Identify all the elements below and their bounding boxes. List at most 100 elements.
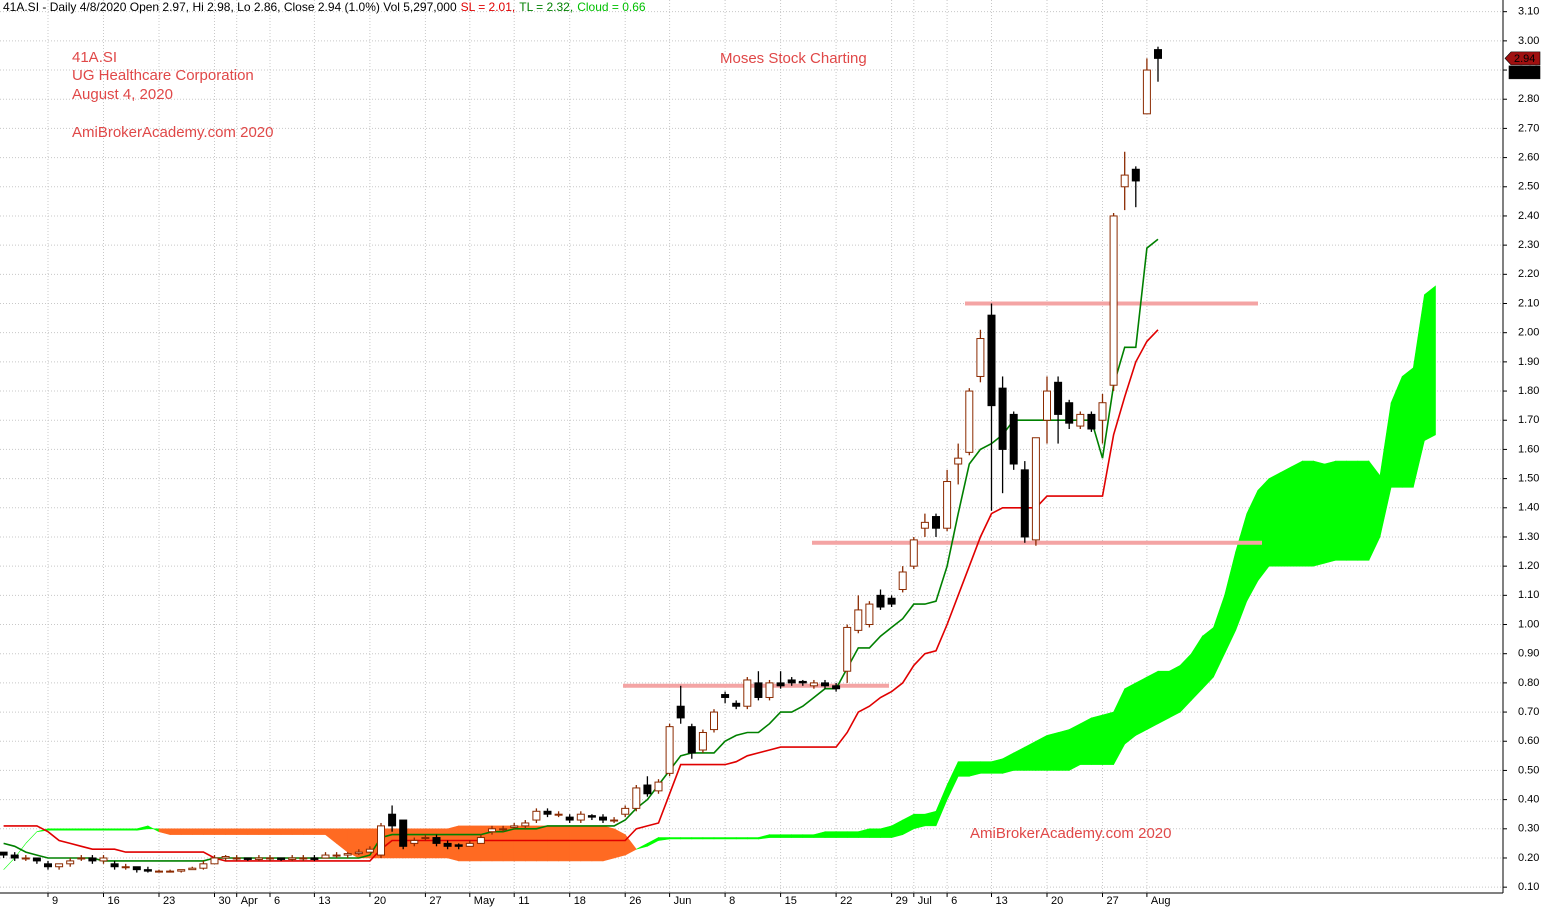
candle-body [721,694,730,698]
candle-body [854,609,863,631]
candle-body [1009,413,1018,465]
candle-body [321,854,330,859]
cloud-segment [1146,670,1159,731]
price-marker-label: 2.94 [1514,53,1535,65]
cloud-segment [569,825,582,862]
annotation: AmiBrokerAcademy.com 2020 [970,825,1171,842]
cloud-segment [314,828,326,835]
candle-body [1043,390,1051,421]
candle-body [1065,402,1074,424]
cloud-segment [980,761,992,774]
candle-body [920,521,929,529]
candle-body [510,825,519,828]
cloud-segment [924,810,937,827]
cloud-segment [269,828,282,835]
candle-body [943,481,952,529]
y-tick-label: 0.90 [1518,648,1539,660]
header-part: TL = 2.32, [519,0,573,14]
cloud-segment [69,828,82,831]
cloud-segment [769,834,781,838]
cloud-segment [680,837,693,840]
y-tick-label: 1.60 [1518,443,1539,455]
cloud-segment [669,837,682,840]
y-tick-label: 2.40 [1518,210,1539,222]
candle-body [887,597,896,605]
candle-body [732,702,741,707]
y-tick-label: 1.80 [1518,385,1539,397]
candle-body [443,842,452,847]
x-tick-label: 20 [1051,895,1063,907]
candle-body [44,863,52,868]
candle-body [532,810,541,821]
cloud-segment [1046,732,1059,771]
cloud-segment [203,828,215,835]
price-marker [1508,65,1541,80]
candle-body [576,813,585,821]
y-tick-label: 1.30 [1518,531,1539,543]
cloud-segment [991,758,1003,774]
cloud-segment [280,828,293,835]
cloud-segment [103,828,115,831]
candle-body [32,857,41,862]
cloud-segment [1168,664,1181,719]
y-tick-label: 0.80 [1518,677,1539,689]
cloud-segment [513,825,526,862]
cloud-segment [869,828,881,838]
cloud-segment [735,837,748,840]
cloud-segment [1068,723,1081,771]
cloud-segment [846,831,859,838]
candle-body [121,866,130,869]
x-tick-label: 27 [429,895,441,907]
candle-body [377,825,385,856]
annotation: Moses Stock Charting [720,50,867,67]
indicator-lines [3,238,1159,862]
cloud-segment [247,828,260,835]
x-tick-label: 15 [785,895,797,907]
x-tick-label: Jul [918,895,932,907]
candle-body [687,726,696,754]
cloud-segment [1035,734,1048,771]
candle-body [132,866,141,871]
x-tick-label: 13 [996,895,1008,907]
x-tick-label: 13 [318,895,330,907]
x-tick-label: May [474,895,495,907]
candle-body [410,839,419,844]
candle-body [465,842,474,847]
y-tick-label: 3.10 [1518,6,1539,18]
cloud-segment [791,834,804,838]
candle-body [332,854,341,857]
cloud-segment [92,828,104,831]
candle-body [388,813,397,827]
cloud-segment [1091,714,1103,765]
cloud-segment [536,825,548,862]
x-tick-label: 27 [1107,895,1119,907]
annotation: August 4, 2020 [72,86,173,103]
candle-body [99,857,108,862]
candle-body [1054,381,1063,415]
candle-body [843,626,852,672]
x-tick-label: Apr [241,895,258,907]
candle-body [710,711,718,731]
candle-body [998,387,1007,450]
x-tick-label: 22 [840,895,852,907]
y-tick-label: 1.10 [1518,589,1539,601]
cloud-segment [1124,682,1137,745]
candle-body [1131,168,1140,182]
candle-body [1076,413,1085,427]
candle-body [832,685,841,690]
candle-body [488,828,496,833]
candle-body [765,682,774,698]
cloud-segment [713,837,726,840]
candle-body [365,848,374,853]
candle-body [1031,437,1040,541]
x-tick-label: 30 [219,895,231,907]
y-tick-label: 2.10 [1518,297,1539,309]
cloud-segment [180,828,193,835]
candle-body [554,813,563,816]
candle-body [221,856,230,859]
candle-body [310,857,319,860]
x-tick-label: Aug [1151,895,1171,907]
y-tick-label: 2.60 [1518,151,1539,163]
y-tick-label: 3.00 [1518,35,1539,47]
